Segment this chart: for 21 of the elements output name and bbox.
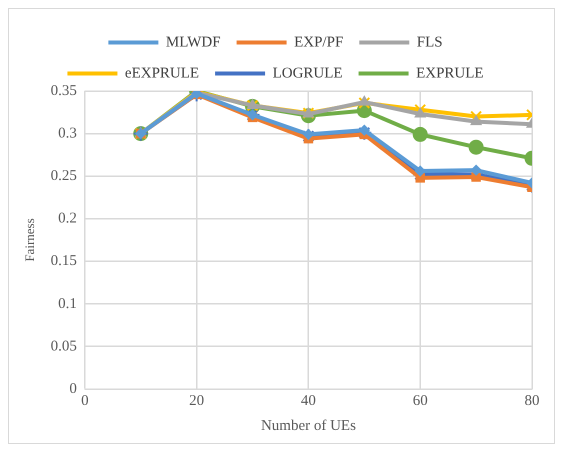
- y-tick-label: 0.1: [58, 296, 77, 312]
- legend-label: MLWDF: [166, 34, 221, 50]
- x-tick-label: 20: [189, 392, 204, 409]
- y-tick-label: 0.35: [50, 82, 77, 99]
- legend-label: LOGRULE: [272, 65, 343, 82]
- x-tick-label: 80: [524, 392, 540, 409]
- y-tick-label: 0.2: [58, 210, 77, 227]
- legend-label: eEXPRULE: [124, 65, 200, 82]
- legend-label: EXPRULE: [416, 65, 484, 82]
- legend-label: EXP/PF: [294, 34, 344, 50]
- x-tick-label: 0: [81, 392, 89, 409]
- y-axis-title: Fairness: [22, 218, 38, 262]
- legend-label: FLS: [416, 34, 443, 50]
- x-axis-title: Number of UEs: [260, 418, 356, 434]
- y-tick-label: 0.15: [50, 253, 77, 270]
- x-tick-label: 40: [300, 392, 316, 409]
- x-tick-label: 60: [412, 392, 428, 409]
- y-tick-label: 0.3: [58, 126, 77, 142]
- y-tick-label: 0.05: [50, 338, 77, 354]
- y-tick-label: 0: [69, 380, 77, 397]
- y-tick-label: 0.25: [50, 168, 77, 184]
